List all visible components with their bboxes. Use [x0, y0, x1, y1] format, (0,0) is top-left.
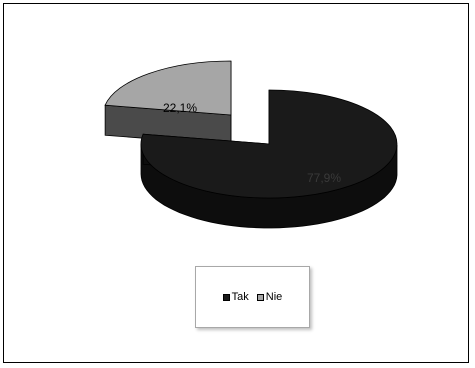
pie-chart: 77,9% 22,1%	[104, 60, 398, 229]
data-label-tak: 77,9%	[307, 171, 341, 185]
data-label-nie: 22,1%	[163, 101, 197, 115]
legend-swatch-tak	[222, 293, 230, 301]
legend-entry-nie: Nie	[256, 291, 283, 303]
legend-swatch-nie	[256, 293, 264, 301]
legend-label-tak: Tak	[231, 291, 249, 303]
legend: Tak Nie	[195, 266, 310, 328]
legend-entry-tak: Tak	[222, 291, 249, 303]
slice-nie	[104, 60, 232, 116]
slice-tak	[140, 89, 398, 199]
legend-label-nie: Nie	[265, 291, 283, 303]
chart-frame: 77,9% 22,1% Tak Nie	[3, 3, 469, 363]
